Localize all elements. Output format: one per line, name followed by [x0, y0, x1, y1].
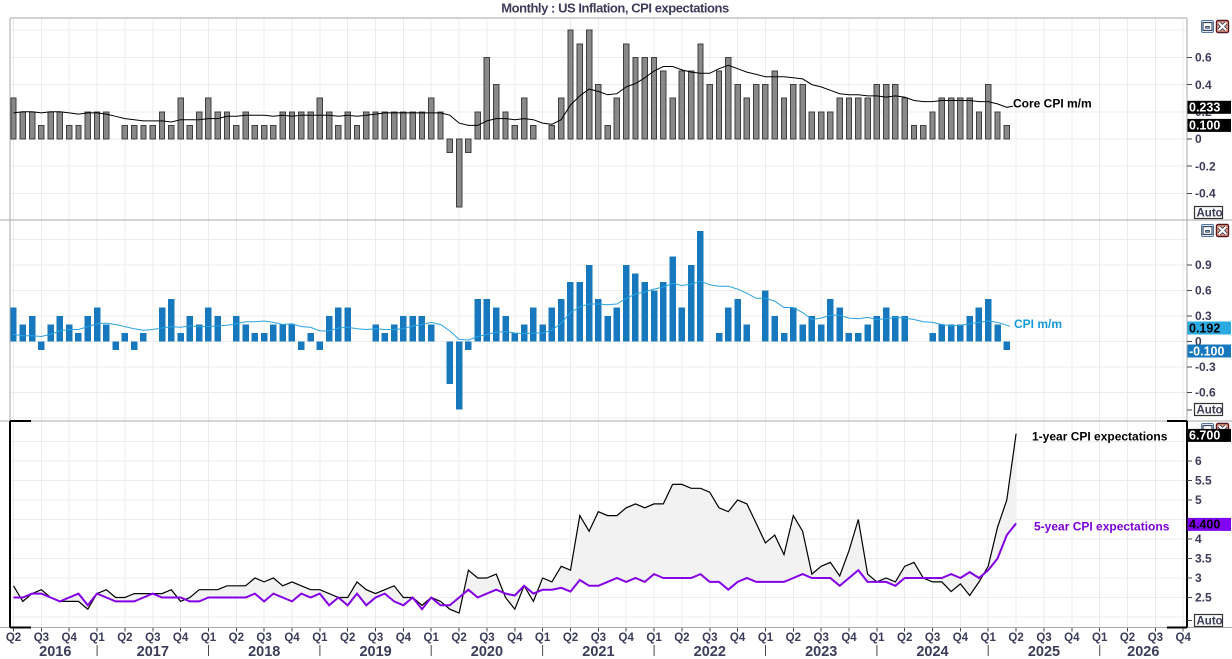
svg-text:Q3: Q3 — [591, 632, 606, 644]
svg-text:Auto: Auto — [1197, 616, 1223, 628]
svg-text:2025: 2025 — [1028, 644, 1060, 659]
svg-text:Q4: Q4 — [953, 632, 969, 644]
svg-text:5-year CPI expectations: 5-year CPI expectations — [1034, 520, 1170, 534]
svg-text:5: 5 — [1195, 493, 1202, 507]
svg-text:-0.3: -0.3 — [1195, 360, 1216, 374]
svg-text:Q2: Q2 — [897, 632, 912, 644]
svg-text:2017: 2017 — [137, 644, 169, 659]
svg-text:0.233: 0.233 — [1189, 101, 1220, 115]
svg-text:Q2: Q2 — [117, 632, 132, 644]
svg-text:Q1: Q1 — [869, 632, 885, 644]
svg-text:Q3: Q3 — [368, 632, 383, 644]
svg-text:0.6: 0.6 — [1195, 284, 1212, 298]
svg-text:Q3: Q3 — [145, 632, 160, 644]
svg-text:Q3: Q3 — [925, 632, 940, 644]
svg-text:Q1: Q1 — [535, 632, 551, 644]
svg-text:2.5: 2.5 — [1195, 591, 1212, 605]
svg-text:1-year CPI expectations: 1-year CPI expectations — [1032, 430, 1168, 444]
svg-text:2023: 2023 — [805, 644, 837, 659]
svg-text:Q1: Q1 — [646, 632, 662, 644]
svg-text:3: 3 — [1195, 571, 1202, 585]
svg-text:Auto: Auto — [1197, 405, 1223, 417]
svg-text:Q1: Q1 — [89, 632, 105, 644]
svg-text:Q1: Q1 — [758, 632, 774, 644]
svg-text:Q2: Q2 — [6, 632, 21, 644]
svg-text:Q3: Q3 — [34, 632, 49, 644]
svg-text:Q4: Q4 — [284, 632, 300, 644]
svg-text:Q1: Q1 — [201, 632, 217, 644]
svg-text:Core CPI m/m: Core CPI m/m — [1013, 97, 1092, 111]
svg-text:Q4: Q4 — [173, 632, 189, 644]
svg-text:Q2: Q2 — [451, 632, 466, 644]
svg-text:Q1: Q1 — [424, 632, 440, 644]
svg-text:0.100: 0.100 — [1189, 119, 1220, 133]
svg-text:Q4: Q4 — [396, 632, 412, 644]
svg-text:5.5: 5.5 — [1195, 474, 1212, 488]
svg-text:0.6: 0.6 — [1195, 51, 1212, 65]
svg-text:2018: 2018 — [248, 644, 280, 659]
svg-text:0.4: 0.4 — [1195, 78, 1212, 92]
svg-text:-0.100: -0.100 — [1189, 344, 1224, 358]
svg-text:Q4: Q4 — [730, 632, 746, 644]
svg-text:4.400: 4.400 — [1189, 518, 1220, 532]
svg-text:2021: 2021 — [582, 644, 614, 659]
svg-text:Q3: Q3 — [256, 632, 271, 644]
svg-text:2026: 2026 — [1127, 644, 1159, 659]
svg-text:2020: 2020 — [471, 644, 503, 659]
svg-text:Q4: Q4 — [841, 632, 857, 644]
svg-text:0.9: 0.9 — [1195, 258, 1212, 272]
svg-text:2019: 2019 — [359, 644, 391, 659]
svg-text:Q2: Q2 — [1120, 632, 1135, 644]
svg-text:Q1: Q1 — [1092, 632, 1108, 644]
svg-text:Q2: Q2 — [340, 632, 355, 644]
svg-text:0: 0 — [1195, 335, 1202, 349]
svg-text:Q4: Q4 — [62, 632, 78, 644]
svg-text:Q2: Q2 — [786, 632, 801, 644]
svg-text:Q4: Q4 — [507, 632, 523, 644]
svg-text:6.700: 6.700 — [1189, 429, 1220, 443]
svg-text:Q1: Q1 — [981, 632, 997, 644]
svg-text:Q3: Q3 — [814, 632, 829, 644]
svg-text:-0.4: -0.4 — [1195, 187, 1216, 201]
svg-text:Q2: Q2 — [1008, 632, 1023, 644]
svg-text:Q4: Q4 — [1064, 632, 1080, 644]
svg-text:-0.6: -0.6 — [1195, 386, 1216, 400]
svg-text:Q3: Q3 — [479, 632, 494, 644]
svg-text:Auto: Auto — [1197, 208, 1223, 220]
svg-text:Q3: Q3 — [1148, 632, 1163, 644]
svg-text:CPI m/m: CPI m/m — [1014, 317, 1062, 331]
svg-text:Q4: Q4 — [619, 632, 635, 644]
svg-text:Q2: Q2 — [563, 632, 578, 644]
svg-text:0.3: 0.3 — [1195, 309, 1212, 323]
svg-text:2022: 2022 — [694, 644, 726, 659]
svg-text:2024: 2024 — [916, 644, 948, 659]
svg-text:Q2: Q2 — [674, 632, 689, 644]
svg-text:Q2: Q2 — [229, 632, 244, 644]
svg-text:Q3: Q3 — [1036, 632, 1051, 644]
svg-text:-0.2: -0.2 — [1195, 159, 1216, 173]
svg-text:2016: 2016 — [39, 644, 71, 659]
svg-text:Q3: Q3 — [702, 632, 717, 644]
svg-text:Q1: Q1 — [312, 632, 328, 644]
svg-text:0: 0 — [1195, 132, 1202, 146]
svg-text:Q4: Q4 — [1176, 632, 1192, 644]
svg-text:3.5: 3.5 — [1195, 552, 1212, 566]
svg-text:6: 6 — [1195, 454, 1202, 468]
svg-text:4: 4 — [1195, 532, 1202, 546]
svg-text:0.192: 0.192 — [1189, 321, 1220, 335]
svg-text:Monthly : US Inflation, CPI ex: Monthly : US Inflation, CPI expectations — [501, 1, 729, 16]
